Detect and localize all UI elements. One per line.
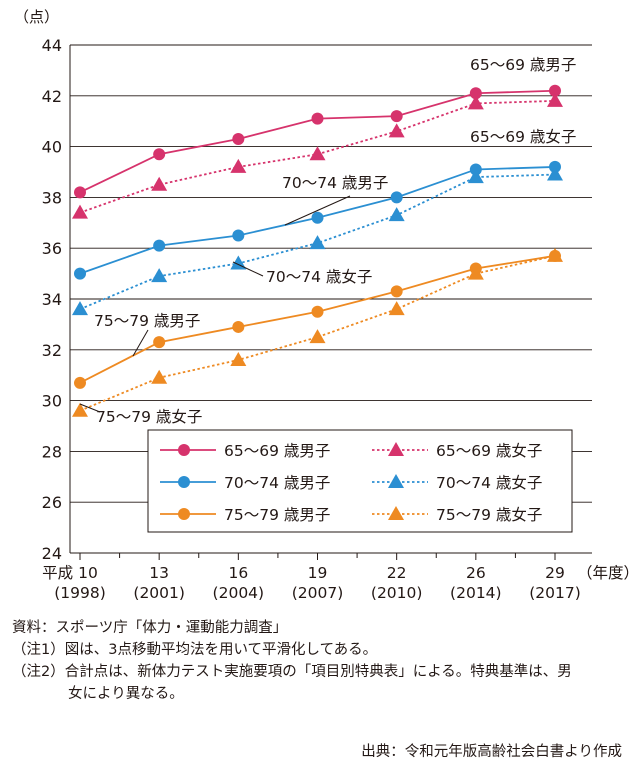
legend-label: 70～74 歳男子 [224, 474, 330, 492]
series-annotation: 70～74 歳男子 [282, 174, 388, 192]
data-point [388, 301, 405, 316]
data-point [467, 169, 484, 184]
y-tick-label: 36 [42, 239, 62, 258]
data-point [388, 474, 404, 488]
legend-box [147, 429, 573, 533]
legend: 65～69 歳男子 65～69 歳女子 70～74 歳男子 70～74 歳女子 75～7… [147, 429, 573, 533]
note-2: （注2）合計点は、新体力テスト実施要項の「項目別特典表」による。特典基準は、男 [12, 664, 572, 680]
data-point [311, 305, 324, 318]
data-point [232, 320, 245, 333]
data-point [178, 476, 190, 488]
annotation-leader-line [132, 329, 149, 357]
legend-label: 65～69 歳男子 [224, 442, 330, 460]
data-point [547, 92, 563, 107]
x-tick-label: 26 [466, 564, 486, 582]
data-point [467, 95, 484, 110]
y-tick-label: 28 [42, 442, 62, 461]
series-annotation: 75～79 歳男子 [94, 312, 200, 330]
legend-label: 70～74 歳女子 [436, 473, 542, 492]
legend-label: 75～79 歳女子 [436, 505, 542, 524]
data-point [230, 158, 247, 173]
data-point [178, 508, 190, 520]
data-point [232, 229, 245, 242]
y-tick-label: 40 [42, 138, 62, 157]
axes: 24 26 28 30 32 34 36 38 40 42 44 （点） 平成 10 (1998) 13 (2… [14, 8, 639, 600]
data-point [74, 376, 86, 389]
annotations: 65～69 歳男子 65～69 歳女子 70～74 歳男子 70～74 歳女子 75～7… [79, 56, 576, 426]
annotation-leader-line [284, 195, 351, 226]
annotation-leader-line [79, 403, 101, 413]
data-point [74, 267, 86, 280]
x-tick-year-label: (2001) [133, 584, 185, 600]
data-point [390, 285, 403, 298]
series-annotation: 70～74 歳女子 [266, 267, 372, 286]
legend-label: 75～79 歳男子 [224, 506, 330, 524]
y-tick-label: 34 [42, 290, 62, 309]
data-point [153, 148, 166, 161]
data-point [309, 235, 326, 250]
x-tick-label: 13 [149, 564, 169, 582]
x-tick-label: 29 [545, 564, 565, 582]
x-tick-year-label: (2014) [450, 584, 502, 600]
data-point [309, 329, 326, 344]
y-tick-label: 26 [42, 493, 62, 512]
annotation-leader-line [232, 261, 264, 277]
data-point [388, 506, 404, 520]
data-point [151, 369, 168, 384]
y-tick-label: 44 [42, 36, 62, 55]
data-point [467, 265, 484, 280]
data-point [388, 442, 404, 456]
data-point [72, 301, 88, 316]
x-tick-year-label: (1998) [54, 584, 106, 600]
x-tick-label: 平成 10 [42, 564, 98, 582]
credit-line: 出典：令和元年版高齢社会白書より作成 [361, 744, 622, 760]
y-unit-label: （点） [14, 8, 59, 26]
data-point [72, 402, 88, 417]
x-tick-label: 22 [387, 564, 407, 582]
data-point [309, 146, 326, 161]
data-point [74, 186, 86, 199]
legend-label: 65～69 歳女子 [436, 441, 542, 460]
y-tick-label: 24 [42, 544, 62, 563]
note-1: （注1）図は、3点移動平均法を用いて平滑化してある。 [12, 642, 378, 658]
data-point [469, 87, 482, 100]
data-point [547, 166, 563, 181]
data-point [311, 112, 324, 125]
series-annotation: 75～79 歳女子 [96, 407, 202, 426]
data-point [549, 84, 561, 97]
data-point [311, 211, 324, 224]
x-tick-year-label: (2007) [292, 584, 344, 600]
x-tick-label: 16 [228, 564, 248, 582]
data-point [388, 207, 405, 222]
x-tick-year-label: (2004) [213, 584, 265, 600]
data-point [153, 336, 166, 349]
y-tick-label: 32 [42, 341, 62, 360]
data-point [230, 351, 247, 366]
x-unit-label: （年度） [577, 564, 639, 582]
series-annotation: 65～69 歳女子 [470, 127, 576, 146]
x-tick-year-label: (2017) [529, 584, 581, 600]
note-2-continued: 女により異なる。 [68, 686, 184, 702]
data-point [388, 123, 405, 138]
data-point [72, 204, 88, 219]
data-point [178, 444, 190, 456]
y-tick-label: 42 [42, 87, 62, 106]
series-layer [72, 84, 563, 417]
y-tick-label: 38 [42, 188, 62, 207]
data-point [151, 268, 168, 283]
x-tick-year-label: (2010) [371, 584, 423, 600]
data-point [232, 132, 245, 145]
data-point [390, 110, 403, 123]
data-point [390, 191, 403, 204]
data-point [151, 176, 168, 191]
x-tick-label: 19 [308, 564, 328, 582]
line-chart: 24 26 28 30 32 34 36 38 40 42 44 （点） 平成 10 (1998) 13 (2… [14, 8, 639, 600]
data-point [153, 239, 166, 252]
source-note: 資料：スポーツ庁「体力・運動能力調査」 [12, 620, 288, 636]
series-annotation: 65～69 歳男子 [470, 56, 576, 74]
y-tick-label: 30 [42, 392, 62, 411]
data-point [547, 247, 563, 262]
